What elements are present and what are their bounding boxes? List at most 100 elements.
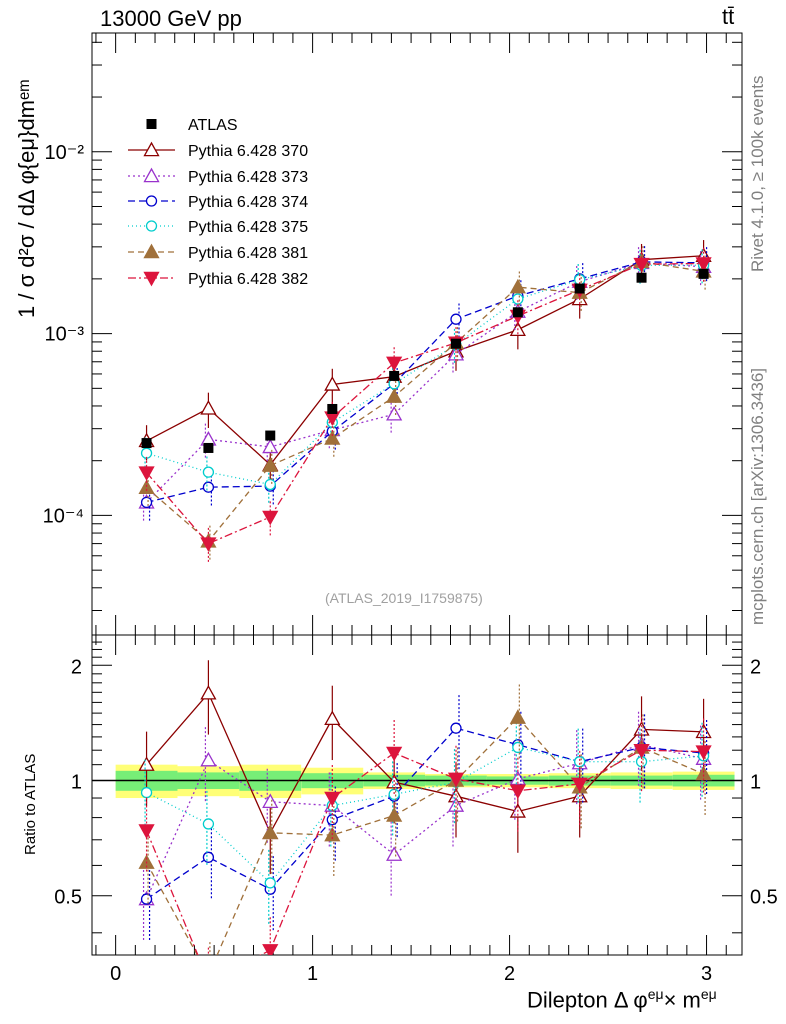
atlas-point [389, 370, 400, 381]
series-375-ratio-line [146, 746, 704, 884]
series-382-ratio [138, 717, 712, 988]
series-382-ratio-point [262, 944, 279, 955]
ratio-tick-label: 0.5 [54, 887, 82, 909]
legend-marker-atlas [146, 119, 157, 129]
series-375-ratio [140, 714, 710, 925]
ratio-tick-label: 2 [750, 656, 761, 678]
y-tick-label: 10⁻² [45, 142, 85, 164]
x-tick-label: 3 [701, 963, 712, 985]
series-382-ratio-point [447, 772, 465, 788]
atlas-point [265, 430, 276, 441]
atlas-point [574, 283, 585, 294]
legend-marker [143, 141, 160, 157]
ratio-y-axis-title: Ratio to ATLAS [22, 753, 39, 855]
series-381-point [138, 479, 155, 494]
series-374-line [146, 261, 704, 503]
series-374-ratio [140, 695, 710, 941]
series-381-point [386, 388, 403, 403]
legend-marker [145, 195, 158, 207]
series-375-ratio-point [202, 818, 215, 830]
series-382-ratio-point [201, 975, 215, 988]
x-axis-title-mid: × m [663, 987, 701, 1013]
series-374-ratio-point [202, 851, 215, 863]
series-370-line [146, 255, 704, 466]
series-381-ratio-point [262, 824, 279, 840]
series-373-point [386, 405, 403, 421]
series-382-ratio-point [509, 784, 526, 800]
ratio-tick-label: 2 [71, 656, 82, 678]
series-370-point [200, 400, 217, 415]
ratio-tick-label: 0.5 [750, 887, 778, 909]
series-382-point [695, 257, 712, 272]
atlas-data [141, 268, 709, 453]
y-tick-label: 10⁻⁴ [43, 505, 84, 527]
ratio-tick-label: 1 [750, 772, 761, 794]
series-373-ratio [138, 711, 712, 941]
series-375-ratio-point [140, 786, 153, 799]
legend-label: Pythia 6.428 374 [188, 194, 308, 211]
series-381-point [324, 430, 341, 445]
series-375-line [146, 264, 704, 486]
legend-label: Pythia 6.428 382 [188, 271, 308, 288]
series-381-point [509, 278, 526, 294]
collision-energy-label: 13000 GeV pp [100, 6, 242, 31]
series-382-ratio-point [138, 824, 155, 839]
series-375-point [512, 293, 524, 305]
series-370-ratio-point [324, 710, 341, 726]
series-373-ratio-point [386, 846, 403, 861]
series-375-ratio-point [388, 788, 400, 801]
series-373-line [146, 262, 704, 503]
series-375-ratio-point [512, 741, 524, 754]
legend-label: Pythia 6.428 375 [188, 219, 308, 236]
legend-label: Pythia 6.428 381 [188, 245, 308, 262]
x-axis-title-sup1: eμ [647, 986, 664, 1002]
atlas-point [203, 442, 214, 453]
series-370-point [324, 376, 341, 391]
rivet-version-label: Rivet 4.1.0, ≥ 100k events [748, 75, 767, 272]
series-370-ratio-point [633, 721, 650, 736]
series-373-main [138, 247, 712, 522]
series-381-point [262, 457, 279, 472]
atlas-point [141, 438, 152, 449]
process-label: tt̄ [722, 4, 735, 29]
series-373-point [262, 438, 279, 454]
series-373-ratio-point [262, 793, 279, 809]
x-axis-title-sup2: eμ [700, 986, 717, 1002]
x-axis-title: Dilepton Δ φeμ× meμ [527, 986, 717, 1013]
x-tick-label: 2 [504, 963, 515, 985]
legend-label: Pythia 6.428 373 [188, 169, 308, 186]
atlas-point [451, 338, 461, 349]
series-374-ratio-point [140, 893, 153, 905]
x-tick-label: 0 [110, 963, 121, 985]
series-382-line [146, 262, 704, 545]
series-374-ratio-point [326, 814, 338, 826]
atlas-point [636, 272, 647, 283]
atlas-point [698, 268, 709, 279]
series-382-ratio-line [145, 749, 704, 955]
series-382-point [138, 466, 155, 481]
reference-label: mcplots.cern.ch [arXiv:1306.3436] [748, 367, 767, 625]
series-382-ratio-point [571, 777, 588, 793]
series-381-ratio [138, 684, 712, 955]
series-382-ratio-point [386, 746, 403, 762]
series-375-ratio-point [264, 877, 276, 889]
series-375-point [264, 478, 276, 491]
series-382-point [633, 257, 650, 273]
legend-marker [145, 220, 158, 232]
series-370-ratio-line [146, 692, 704, 835]
series-381-main [138, 246, 712, 561]
legend-marker [143, 167, 160, 183]
series-382-point [262, 510, 279, 526]
series-374-point [140, 496, 153, 509]
series-381-ratio-point [386, 807, 403, 822]
series-373-ratio-point [200, 751, 217, 767]
legend-marker [143, 271, 160, 287]
series-370-ratio-point [200, 684, 217, 700]
legend-label: Pythia 6.428 370 [188, 143, 308, 160]
series-382-ratio-point [633, 743, 650, 759]
series-375-ratio-point [574, 756, 586, 768]
ratio-tick-label: 1 [71, 772, 82, 794]
series-381-line [146, 261, 704, 543]
legend-label: ATLAS [188, 117, 238, 134]
